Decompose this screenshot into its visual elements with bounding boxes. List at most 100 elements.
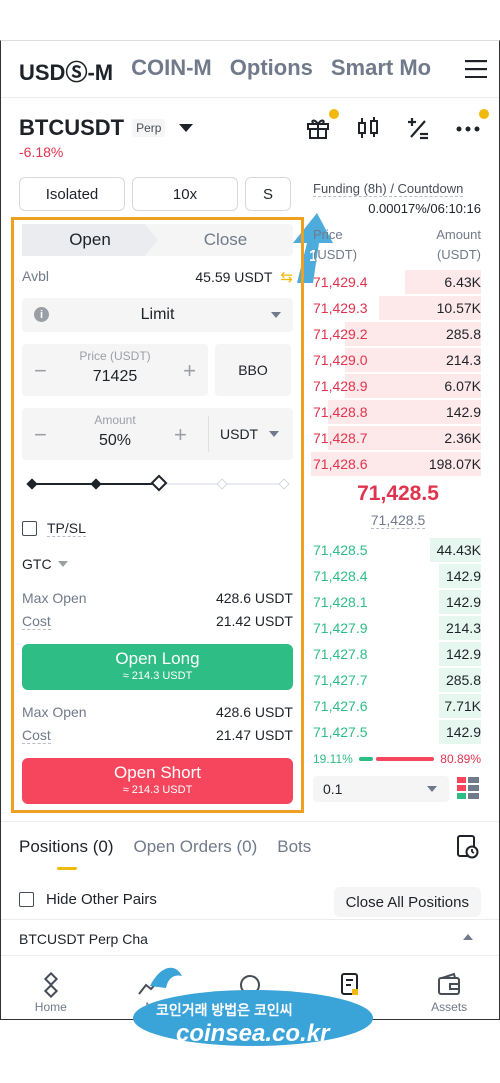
tab-open-orders[interactable]: Open Orders (0) [133, 837, 258, 856]
gift-icon[interactable] [305, 109, 339, 141]
slider-handle[interactable] [150, 474, 168, 492]
amount-unit: (USDT) [436, 247, 481, 262]
bid-row[interactable]: 71,427.7 285.8 [311, 667, 481, 693]
leverage-button[interactable]: 10x [132, 177, 238, 211]
price-value[interactable]: 71425 [92, 368, 138, 385]
checkbox[interactable] [19, 892, 34, 907]
nav-home-label: Home [34, 1000, 67, 1014]
bbo-button[interactable]: BBO [215, 344, 291, 396]
ask-row[interactable]: 71,429.3 10.57K [311, 295, 481, 321]
buy-sell-ratio: 19.11% 80.89% [313, 751, 481, 767]
ask-row[interactable]: 71,428.9 6.07K [311, 373, 481, 399]
margin-mode-button[interactable]: Isolated [19, 177, 125, 211]
depth-step-select[interactable]: 0.1 [313, 776, 449, 802]
bid-row[interactable]: 71,427.5 142.9 [311, 719, 481, 745]
menu-icon[interactable] [453, 49, 499, 89]
watermark-line1: 코인거래 방법은 코인씨 [156, 1002, 293, 1018]
divider [208, 416, 209, 452]
wallet-icon [438, 972, 461, 995]
amount-input[interactable]: − Amount 50% + USDT [22, 408, 293, 460]
ask-row[interactable]: 71,428.6 198.07K [311, 451, 481, 477]
calculator-icon[interactable] [405, 115, 431, 141]
order-type-select[interactable]: i Limit [22, 298, 293, 332]
price-input[interactable]: − Price (USDT) 71425 + [22, 344, 208, 396]
open-long-button[interactable]: Open Long ≈ 214.3 USDT [22, 644, 293, 690]
ask-row[interactable]: 71,429.0 214.3 [311, 347, 481, 373]
ask-row[interactable]: 71,428.7 2.36K [311, 425, 481, 451]
divider [1, 97, 499, 98]
chevron-up-icon[interactable] [463, 934, 473, 940]
transfer-icon[interactable]: ⇆ [280, 269, 293, 286]
nav-home[interactable]: Home [11, 972, 91, 1019]
amount-label: Amount [94, 413, 136, 427]
tab-smart-money[interactable]: Smart Mo [330, 55, 432, 80]
symbol-selector[interactable]: BTCUSDT Perp [19, 115, 194, 141]
slider-mark[interactable] [216, 478, 228, 490]
bid-row[interactable]: 71,428.5 44.43K [311, 537, 481, 563]
price-header: Price [313, 227, 343, 242]
depth-bar [430, 538, 481, 562]
avbl-value: 45.59 USDT [195, 269, 273, 285]
tab-bots[interactable]: Bots [277, 837, 312, 856]
order-amount: 7.71K [444, 698, 481, 714]
open-short-button[interactable]: Open Short ≈ 214.3 USDT [22, 758, 293, 804]
order-amount: 6.43K [444, 274, 481, 290]
close-tab[interactable]: Close [203, 230, 248, 249]
slider-mark[interactable] [90, 478, 102, 490]
bid-row[interactable]: 71,428.1 142.9 [311, 589, 481, 615]
bid-row[interactable]: 71,428.4 142.9 [311, 563, 481, 589]
header-icons [305, 109, 489, 141]
order-price: 71,428.4 [313, 568, 368, 584]
tpsl-checkbox[interactable]: TP/SL [22, 520, 86, 537]
chevron-down-icon [179, 124, 194, 132]
bid-row[interactable]: 71,427.8 142.9 [311, 641, 481, 667]
price-unit: (USDT) [313, 247, 358, 262]
minus-icon[interactable]: − [34, 358, 47, 383]
amount-slider[interactable] [26, 474, 290, 492]
symbol-name: BTCUSDT [19, 115, 125, 140]
info-icon[interactable]: i [34, 307, 49, 322]
plus-icon[interactable]: + [183, 358, 196, 383]
order-amount: 214.3 [445, 620, 481, 636]
order-type-value: Limit [140, 306, 175, 323]
order-price: 71,427.9 [313, 620, 368, 636]
open-tab[interactable]: Open [22, 224, 158, 256]
ask-row[interactable]: 71,428.8 142.9 [311, 399, 481, 425]
plus-icon[interactable]: + [174, 422, 187, 447]
ask-row[interactable]: 71,429.2 285.8 [311, 321, 481, 347]
time-in-force-select[interactable]: GTC [22, 556, 68, 572]
order-amount: 285.8 [445, 672, 481, 688]
close-all-positions-button[interactable]: Close All Positions [333, 887, 481, 917]
asset-mode-button[interactable]: S [245, 177, 291, 211]
tab-positions[interactable]: Positions (0) [19, 837, 114, 856]
chart-toggle-label[interactable]: BTCUSDT Perp Cha [19, 931, 148, 947]
more-icon[interactable] [455, 109, 489, 141]
max-open-value: 428.6 USDT [215, 590, 293, 606]
candlestick-chart-icon[interactable] [355, 115, 381, 141]
amount-unit-select[interactable]: USDT [220, 426, 259, 442]
amount-value[interactable]: 50% [98, 432, 132, 449]
order-price: 71,429.0 [313, 352, 368, 368]
cost-label: Cost [22, 727, 51, 744]
bid-row[interactable]: 71,427.9 214.3 [311, 615, 481, 641]
minus-icon[interactable]: − [34, 422, 47, 447]
buy-ratio: 19.11% [313, 752, 353, 766]
ask-row[interactable]: 71,429.4 6.43K [311, 269, 481, 295]
nav-assets[interactable]: Assets [409, 972, 489, 1019]
tab-coin-m[interactable]: COIN-M [131, 55, 212, 80]
slider-mark[interactable] [26, 478, 38, 490]
hide-other-pairs-checkbox[interactable]: Hide Other Pairs [19, 891, 157, 908]
slider-mark[interactable] [278, 478, 290, 490]
tab-usds-m[interactable]: USDⓈ-M [19, 60, 114, 85]
bid-row[interactable]: 71,427.6 7.71K [311, 693, 481, 719]
order-amount: 2.36K [444, 430, 481, 446]
last-price[interactable]: 71,428.5 [357, 482, 439, 505]
annotation-number: 1 [309, 248, 318, 265]
depth-bar [438, 668, 481, 692]
funding-label[interactable]: Funding (8h) / Countdown [313, 181, 464, 197]
orderbook-layout-icon[interactable] [457, 777, 479, 799]
order-history-icon[interactable] [457, 835, 479, 859]
checkbox[interactable] [22, 521, 37, 536]
tab-options[interactable]: Options [229, 55, 313, 80]
open-short-label: Open Short [114, 763, 201, 782]
